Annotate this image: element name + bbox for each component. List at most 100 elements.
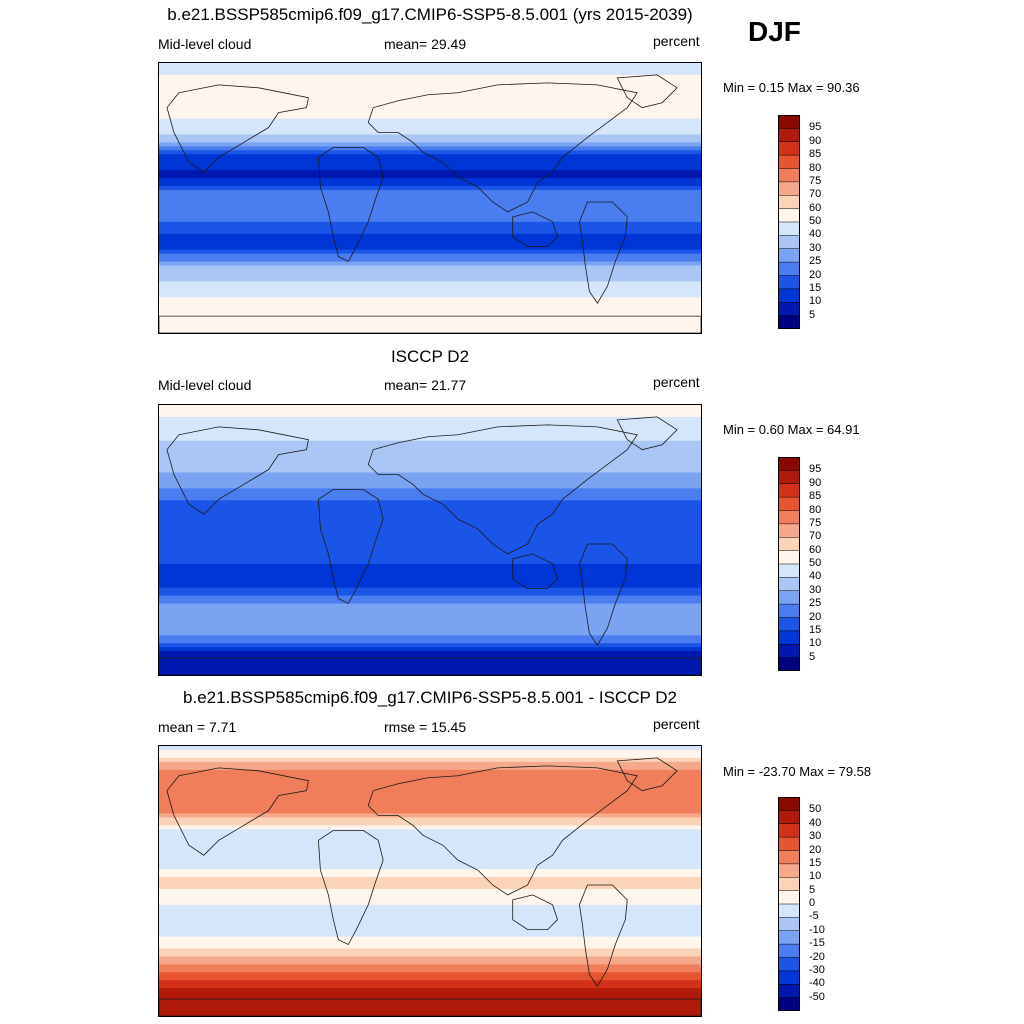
map-latitude-band [159, 500, 701, 505]
colorbar-swatch [778, 128, 800, 143]
colorbar-tick-label: 85 [809, 148, 822, 161]
panel-3-colorbar [778, 797, 800, 1011]
map-latitude-band [159, 293, 701, 298]
colorbar-tick-label: -10 [809, 923, 825, 936]
colorbar-swatch [778, 155, 800, 169]
map-latitude-band [159, 241, 701, 247]
map-latitude-band [159, 837, 701, 842]
map-latitude-band [159, 468, 701, 474]
colorbar-swatch [778, 248, 800, 263]
colorbar-swatch [778, 262, 800, 276]
map-latitude-band [159, 746, 701, 751]
colorbar-swatch [778, 181, 800, 196]
map-latitude-band [159, 158, 701, 163]
colorbar-tick-label: 20 [809, 268, 822, 281]
map-latitude-band [159, 773, 701, 779]
map-latitude-band [159, 619, 701, 624]
map-latitude-band [159, 66, 701, 72]
panel-2-title: ISCCP D2 [390, 347, 470, 366]
map-latitude-band [159, 948, 701, 954]
map-latitude-band [159, 194, 701, 199]
map-latitude-band [159, 655, 701, 660]
colorbar-tick-label: 30 [809, 830, 822, 843]
map-latitude-band [159, 209, 701, 215]
map-latitude-band [159, 460, 701, 466]
map-latitude-band [159, 841, 701, 846]
map-latitude-band [159, 896, 701, 902]
map-latitude-band [159, 524, 701, 529]
map-latitude-band [159, 833, 701, 838]
colorbar-tick-label: 60 [809, 201, 822, 214]
map-latitude-band [159, 972, 701, 977]
colorbar-tick-label: 80 [809, 161, 822, 174]
map-latitude-band [159, 102, 701, 108]
map-latitude-band [159, 484, 701, 489]
map-latitude-band [159, 520, 701, 525]
map-latitude-band [159, 440, 701, 446]
colorbar-swatch [778, 970, 800, 985]
map-latitude-band [159, 512, 701, 517]
map-latitude-band [159, 130, 701, 136]
map-latitude-band [159, 416, 701, 422]
map-latitude-band [159, 285, 701, 290]
colorbar-swatch [778, 630, 800, 645]
map-latitude-band [159, 190, 701, 195]
continent-outline [317, 829, 384, 946]
colorbar-frame [778, 115, 800, 329]
map-latitude-band [159, 488, 701, 493]
continent-outline [512, 553, 558, 590]
colorbar-tick-label: 50 [809, 557, 822, 569]
colorbar-swatch [778, 590, 800, 605]
continent-outline [317, 488, 384, 605]
panel-3-rmse-label: rmse = 15.45 [384, 719, 467, 735]
map-latitude-band [159, 567, 701, 573]
map-latitude-band [159, 916, 701, 922]
colorbar-swatch [778, 235, 800, 250]
panel-2-minmax: Min = 0.60 Max = 64.91 [723, 422, 860, 437]
map-latitude-band [159, 753, 701, 759]
map-latitude-band [159, 528, 701, 533]
colorbar-swatch [778, 275, 800, 290]
continent-outline [367, 424, 638, 555]
map-latitude-band [159, 615, 701, 621]
continent-outline [579, 201, 628, 304]
map-latitude-band [159, 436, 701, 442]
panel-2-units-label: percent [653, 374, 700, 390]
colorbar-swatch [778, 470, 800, 485]
colorbar-tick-label: 90 [809, 476, 822, 489]
map-latitude-band [159, 591, 701, 597]
map-latitude-band [159, 122, 701, 128]
continent-outline [166, 426, 309, 515]
map-latitude-band [159, 635, 701, 640]
colorbar-swatch [778, 604, 800, 618]
map-latitude-band [159, 1008, 701, 1013]
continent-outline [616, 416, 678, 451]
map-latitude-band [159, 540, 701, 545]
colorbar-swatch [778, 510, 800, 525]
map-latitude-band [159, 217, 701, 223]
map-latitude-band [159, 607, 701, 613]
map-latitude-band [159, 817, 701, 823]
panel-1-mean-label: mean= 29.49 [384, 36, 467, 52]
map-latitude-band [159, 813, 701, 819]
colorbar-tick-label: -20 [809, 950, 825, 963]
continent-outline [159, 998, 701, 1016]
map-latitude-band [159, 992, 701, 997]
map-latitude-band [159, 444, 701, 450]
colorbar-swatch [778, 550, 800, 565]
map-latitude-band [159, 532, 701, 537]
map-latitude-band [159, 492, 701, 497]
continent-outline [166, 84, 309, 173]
colorbar-tick-label: 20 [809, 610, 822, 623]
continent-outline [367, 765, 638, 896]
colorbar-swatch [778, 497, 800, 511]
panel-1-variable-label: Mid-level cloud [158, 36, 252, 52]
map-latitude-band [159, 877, 701, 882]
map-latitude-band [159, 82, 701, 88]
map-latitude-band [159, 952, 701, 958]
continent-outline [159, 315, 701, 333]
map-latitude-band [159, 245, 701, 251]
map-latitude-band [159, 595, 701, 601]
map-latitude-band [159, 857, 701, 862]
panel-1-title: b.e21.BSSP585cmip6.f09_g17.CMIP6-SSP5-8.… [167, 5, 693, 24]
